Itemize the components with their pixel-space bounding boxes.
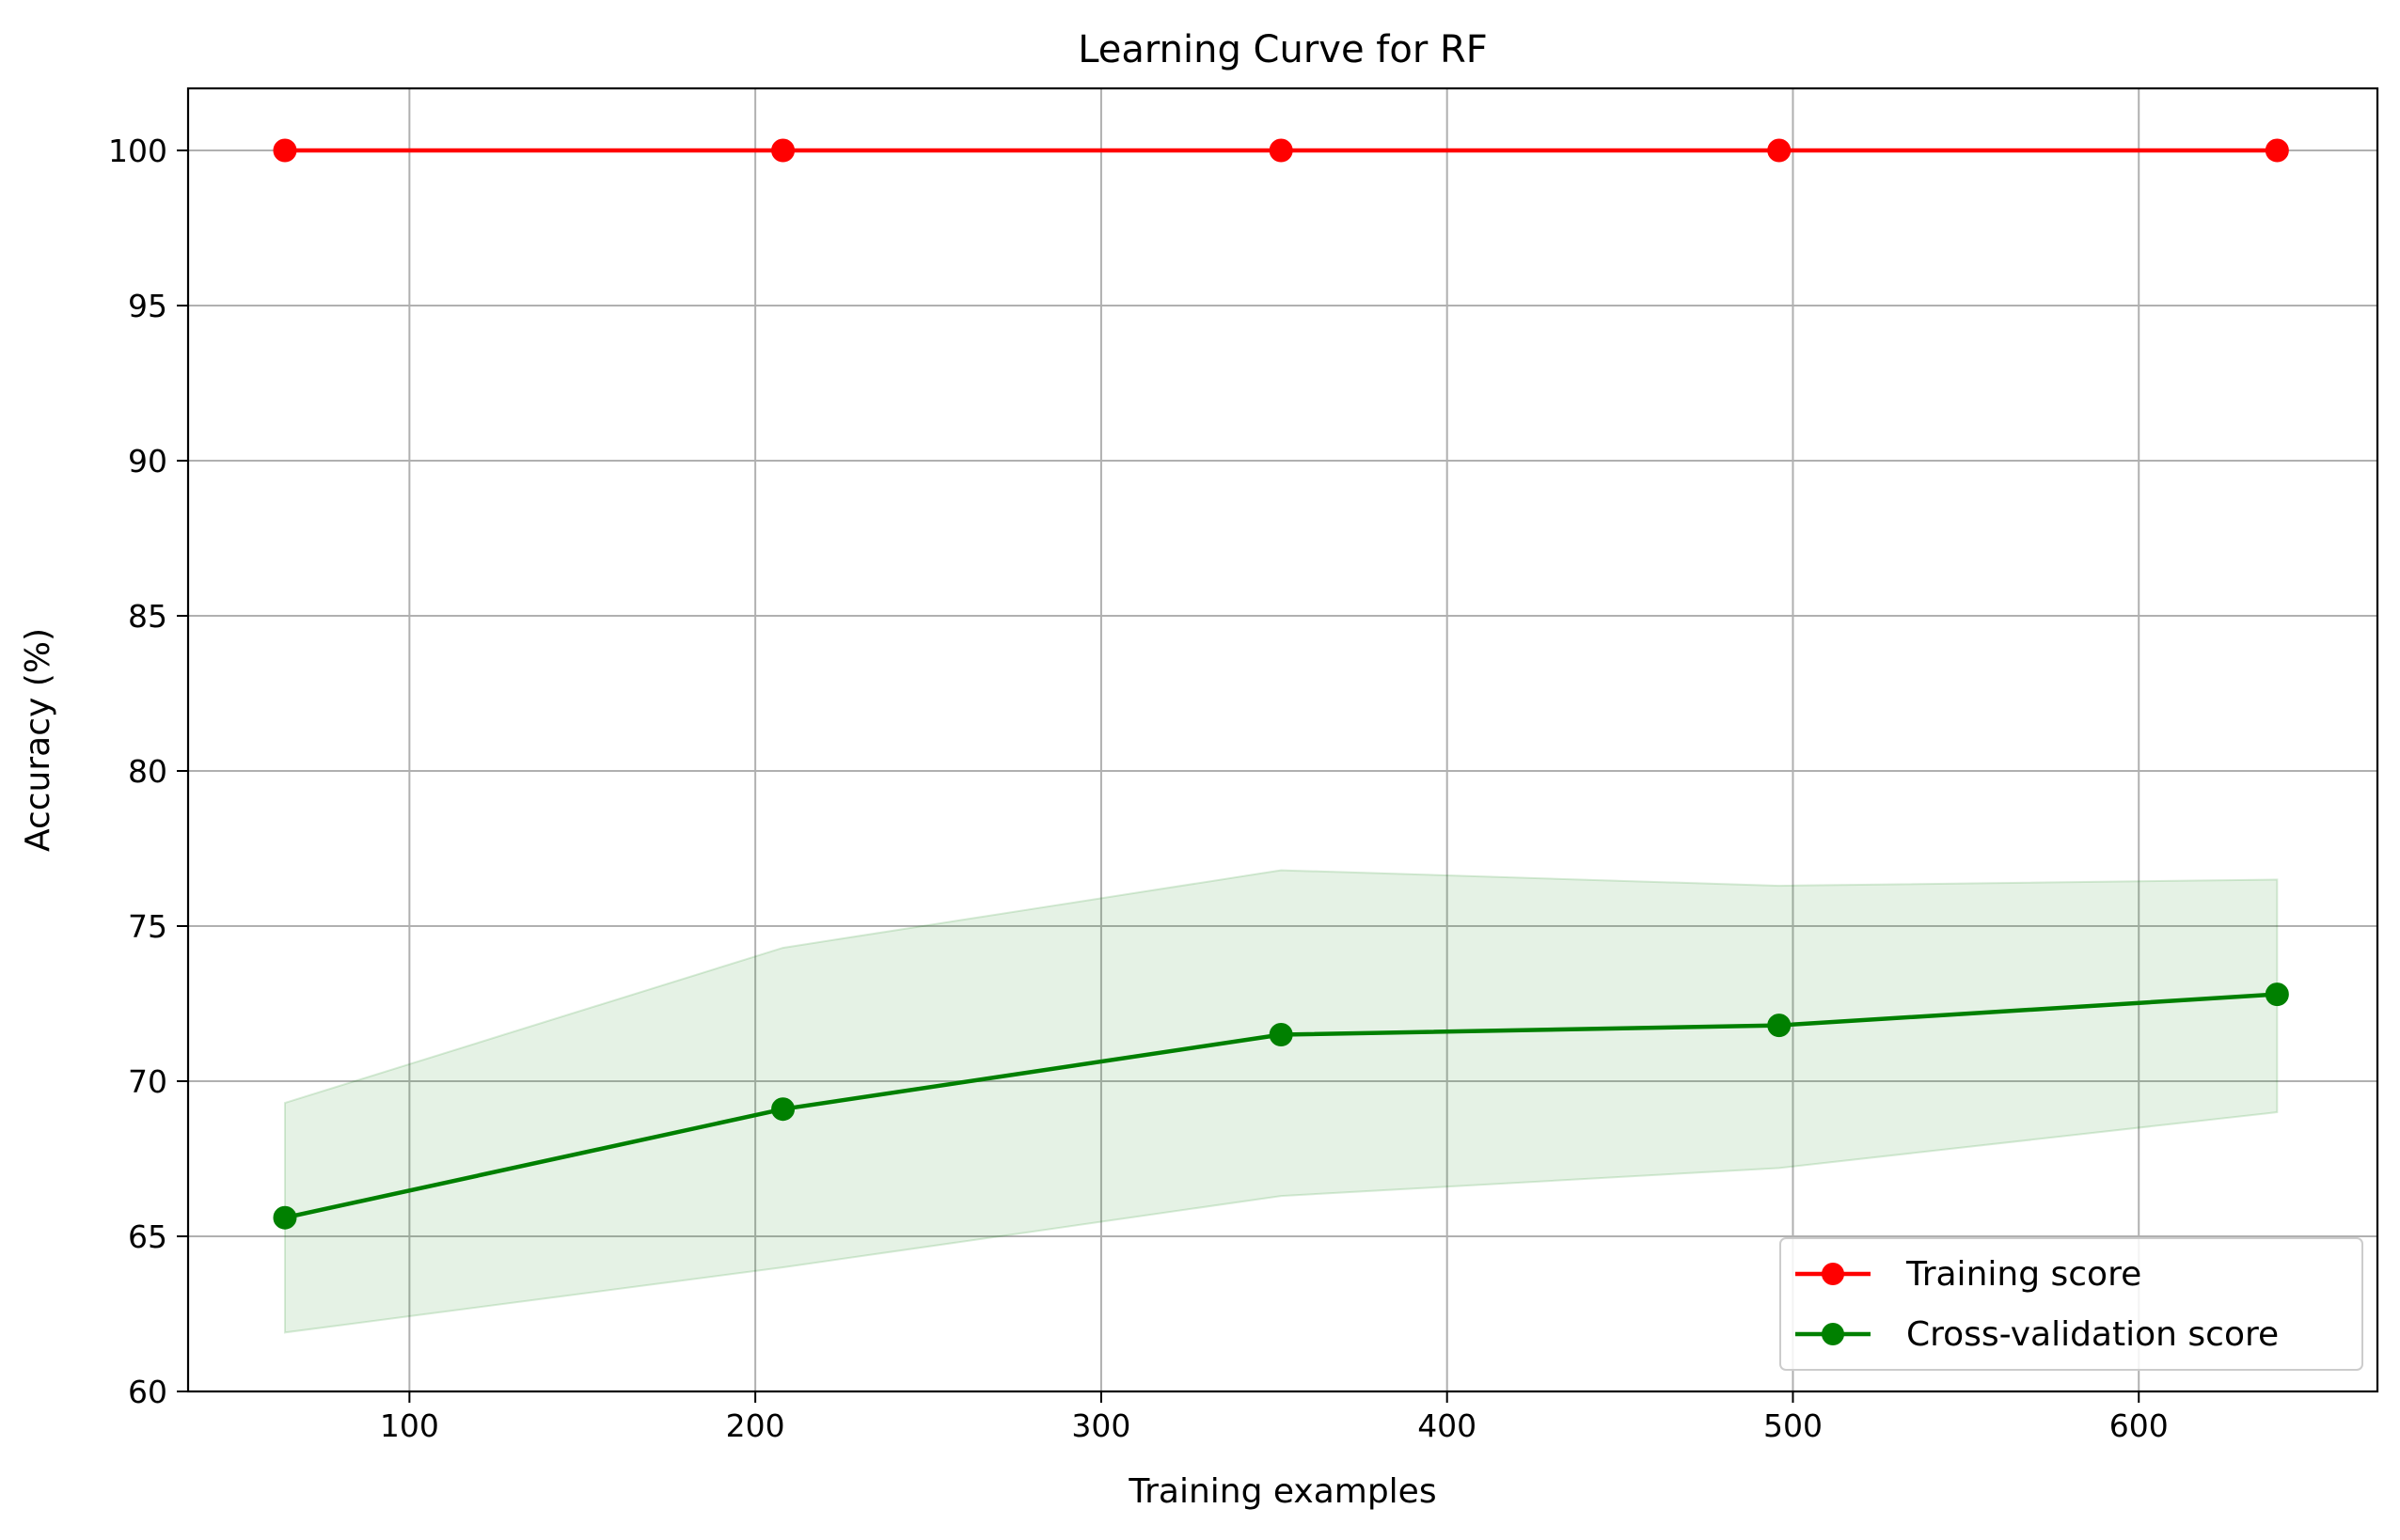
y-axis-ticks: 60 65 70 75 80 85 90 95 100: [108, 133, 188, 1410]
series-point-0: [771, 138, 796, 163]
series-point-1: [1767, 1014, 1792, 1038]
x-tick-label: 100: [380, 1407, 439, 1444]
y-tick-label: 60: [128, 1374, 167, 1410]
series-point-1: [2265, 982, 2289, 1007]
plot-frame: [186, 86, 2379, 1393]
x-axis-label: Training examples: [1128, 1472, 1436, 1511]
series-point-1: [771, 1097, 796, 1122]
y-tick-label: 90: [128, 443, 167, 479]
series: [273, 138, 2289, 1230]
legend-swatch-marker: [1822, 1263, 1844, 1285]
confidence-bands: [283, 869, 2279, 1334]
series-point-0: [273, 138, 297, 163]
legend: Training score Cross-validation score: [1779, 1237, 2363, 1371]
chart-title: Learning Curve for RF: [1078, 28, 1488, 71]
y-tick-label: 70: [128, 1063, 167, 1100]
series-point-0: [1767, 138, 1792, 163]
x-tick-label: 200: [726, 1407, 785, 1444]
legend-box: [1779, 1237, 2363, 1371]
cv-score-band: [283, 869, 2279, 1334]
y-tick-label: 75: [128, 908, 167, 945]
y-tick-label: 65: [128, 1218, 167, 1255]
y-tick-label: 100: [108, 133, 167, 169]
y-tick-label: 80: [128, 753, 167, 790]
x-tick-label: 500: [1763, 1407, 1823, 1444]
x-tick-label: 400: [1417, 1407, 1476, 1444]
y-tick-label: 85: [128, 598, 167, 635]
x-tick-label: 300: [1071, 1407, 1130, 1444]
series-point-0: [2265, 138, 2289, 163]
legend-label: Cross-validation score: [1906, 1315, 2279, 1354]
legend-label: Training score: [1905, 1255, 2141, 1294]
series-point-1: [273, 1205, 297, 1230]
y-tick-label: 95: [128, 288, 167, 324]
series-point-0: [1269, 138, 1293, 163]
x-axis-ticks: 100 200 300 400 500 600: [380, 1391, 2169, 1444]
x-tick-label: 600: [2109, 1407, 2169, 1444]
y-axis-label: Accuracy (%): [19, 628, 57, 852]
legend-swatch-marker: [1822, 1323, 1844, 1345]
series-point-1: [1269, 1023, 1293, 1046]
